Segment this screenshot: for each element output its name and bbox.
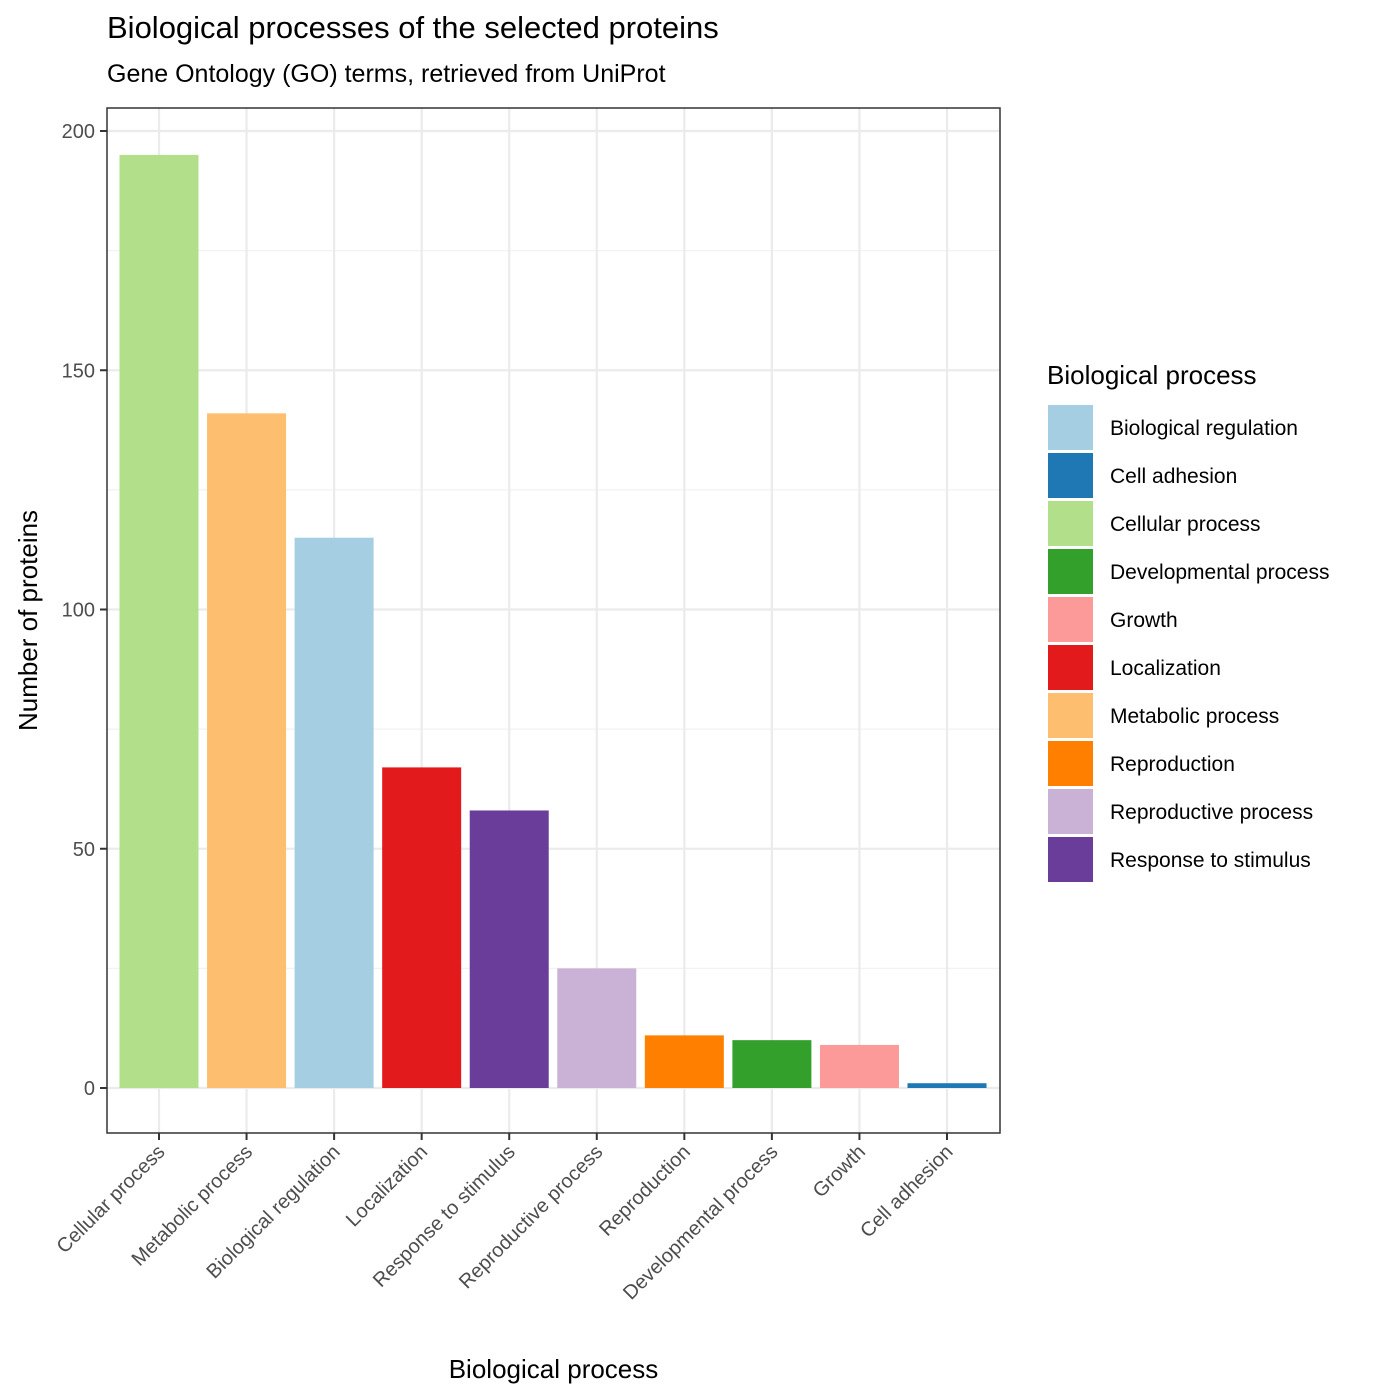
bar-biological-regulation <box>294 537 374 1088</box>
y-tick-label: 0 <box>84 1078 95 1100</box>
chart-subtitle: Gene Ontology (GO) terms, retrieved from… <box>107 60 666 88</box>
legend: Biological process Biological regulation… <box>1047 360 1329 882</box>
legend-key <box>1048 645 1093 690</box>
chart-title: Biological processes of the selected pro… <box>107 10 719 45</box>
legend-key <box>1048 597 1093 642</box>
legend-title: Biological process <box>1047 360 1257 390</box>
legend-label: Localization <box>1110 657 1221 680</box>
legend-key <box>1048 453 1093 498</box>
x-tick-label: Growth <box>809 1141 870 1202</box>
legend-label: Developmental process <box>1110 561 1329 584</box>
legend-key <box>1048 501 1093 546</box>
x-tick-label: Developmental process <box>619 1141 782 1304</box>
bar-reproduction <box>644 1035 724 1088</box>
y-tick-label: 150 <box>62 360 95 382</box>
y-tick-label: 200 <box>62 121 95 143</box>
legend-label: Metabolic process <box>1110 705 1279 728</box>
bar-cell-adhesion <box>907 1083 987 1088</box>
x-tick-label: Reproduction <box>595 1141 695 1241</box>
x-tick-label: Reproductive process <box>455 1141 607 1293</box>
bar-localization <box>382 767 462 1088</box>
legend-key <box>1048 693 1093 738</box>
y-tick-label: 100 <box>62 600 95 622</box>
y-axis-title: Number of proteins <box>13 510 43 731</box>
bar-reproductive-process <box>557 968 637 1088</box>
legend-label: Cellular process <box>1110 513 1261 536</box>
x-tick-label: Cell adhesion <box>856 1141 957 1242</box>
x-tick-label: Localization <box>342 1141 432 1231</box>
legend-label: Biological regulation <box>1110 417 1298 440</box>
legend-key <box>1048 549 1093 594</box>
y-axis: 0 50 100 150 200 <box>62 121 107 1100</box>
bar-metabolic-process <box>207 413 287 1088</box>
plot-panel-border <box>106 107 1001 1134</box>
legend-key <box>1048 837 1093 882</box>
x-tick-label: Response to stimulus <box>369 1141 520 1292</box>
bar-cellular-process <box>119 154 199 1089</box>
bar-growth <box>819 1044 899 1088</box>
bar-developmental-process <box>732 1040 812 1088</box>
y-tick-label: 50 <box>73 839 95 861</box>
legend-label: Growth <box>1110 609 1178 632</box>
x-axis-title: Biological process <box>449 1354 659 1384</box>
bar-response-to-stimulus <box>469 810 549 1088</box>
legend-key <box>1048 741 1093 786</box>
legend-label: Cell adhesion <box>1110 465 1237 488</box>
legend-label: Response to stimulus <box>1110 849 1311 872</box>
bars <box>119 154 987 1089</box>
legend-key <box>1048 789 1093 834</box>
legend-label: Reproduction <box>1110 753 1235 776</box>
legend-label: Reproductive process <box>1110 801 1313 824</box>
legend-key <box>1048 405 1093 450</box>
